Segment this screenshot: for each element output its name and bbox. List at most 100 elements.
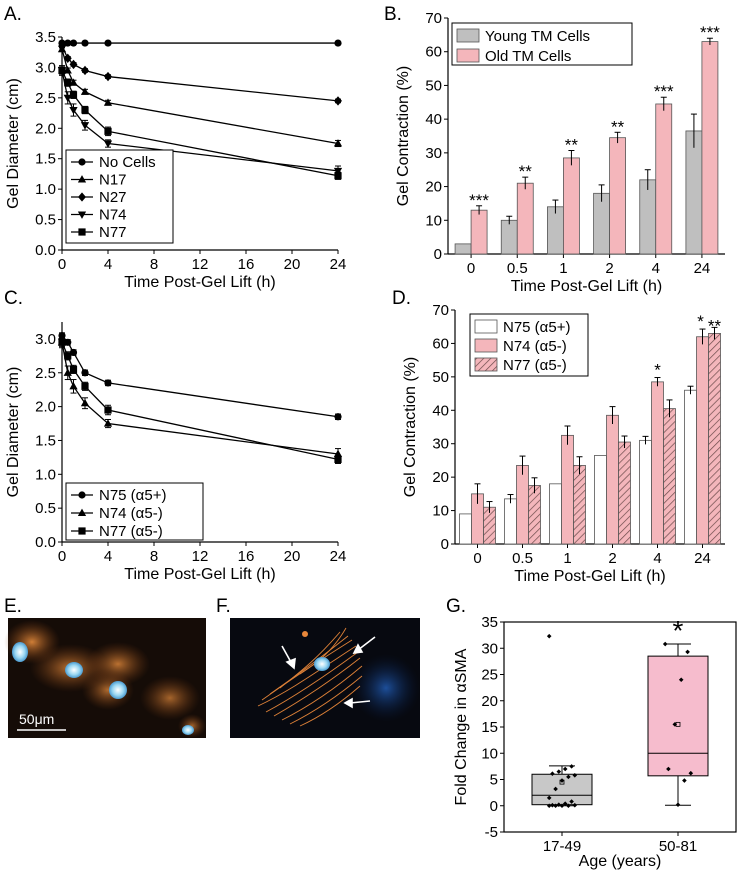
y-tick-label: 30 xyxy=(432,436,449,453)
x-tick-label: 4 xyxy=(653,550,661,567)
data-point xyxy=(69,78,78,86)
bar xyxy=(573,465,586,545)
legend: N75 (α5+)N74 (α5-)N77 (α5-) xyxy=(65,482,204,541)
x-tick-label: 4 xyxy=(652,260,660,277)
bar xyxy=(655,103,673,255)
significance-label: *** xyxy=(654,82,674,101)
x-tick-label: 12 xyxy=(192,548,209,565)
bar xyxy=(618,441,631,545)
significance-label: * xyxy=(673,615,684,646)
x-tick-label: 50-81 xyxy=(659,838,697,855)
panel-label-f: F. xyxy=(216,596,231,617)
bar xyxy=(663,408,676,545)
x-axis-title: Time Post-Gel Lift (h) xyxy=(124,274,275,291)
data-point xyxy=(104,39,112,47)
y-tick-label: 10 xyxy=(425,212,442,229)
series-n77-5- xyxy=(58,337,342,464)
y-tick-label: 40 xyxy=(425,111,442,128)
bar xyxy=(547,206,564,255)
x-tick-label: 4 xyxy=(104,548,112,565)
data-point xyxy=(58,338,66,346)
x-tick-label: 24 xyxy=(694,260,711,277)
x-tick-label: 12 xyxy=(192,256,209,273)
data-point xyxy=(81,39,89,47)
data-point xyxy=(80,398,90,407)
chart-g: -5 0 5 10 15 20 25 30 35 17-49 50-81 * Age (years) Fo… xyxy=(453,614,737,870)
y-tick-label: 2.0 xyxy=(35,399,56,416)
data-point xyxy=(559,803,565,809)
y-tick-label: -5 xyxy=(485,824,498,841)
data-point xyxy=(69,39,78,47)
y-tick-label: 60 xyxy=(432,335,449,352)
x-tick-label: 2 xyxy=(608,550,616,567)
data-point xyxy=(58,66,66,75)
micrograph-e: 50μm xyxy=(4,618,206,738)
data-point xyxy=(81,65,89,76)
legend-marker xyxy=(77,508,87,517)
bar xyxy=(639,179,657,255)
data-point xyxy=(546,795,552,801)
data-point xyxy=(333,167,343,176)
data-point xyxy=(103,419,113,427)
data-point xyxy=(64,352,72,360)
legend: N75 (α5+)N74 (α5-)N77 (α5-) xyxy=(469,313,589,377)
y-tick-label: 0 xyxy=(441,536,449,553)
legend-label: N17 xyxy=(99,172,127,189)
legend-label: Young TM Cells xyxy=(485,28,590,45)
bar xyxy=(561,434,574,545)
bar xyxy=(701,41,719,255)
panel-label-e: E. xyxy=(4,596,22,617)
bar xyxy=(516,182,534,255)
legend-label: N77 xyxy=(99,224,127,241)
series-no-cells xyxy=(58,39,342,47)
y-tick-label: 40 xyxy=(432,402,449,419)
data-point xyxy=(546,803,552,809)
x-tick-label: 4 xyxy=(104,256,112,273)
data-point xyxy=(562,766,568,772)
data-point xyxy=(666,766,671,772)
data-point xyxy=(104,71,112,82)
bar xyxy=(454,243,472,255)
y-tick-label: 0.5 xyxy=(35,500,56,517)
data-point xyxy=(553,803,558,809)
y-tick-label: 15 xyxy=(481,719,498,736)
data-point xyxy=(80,122,90,130)
y-tick-label: 0.0 xyxy=(35,242,56,259)
scale-bar-label: 50μm xyxy=(19,711,54,727)
y-tick-label: 25 xyxy=(481,667,498,684)
bar xyxy=(470,209,488,255)
box-17-49 xyxy=(531,633,593,809)
x-tick-label: 0.5 xyxy=(507,260,528,277)
data-point xyxy=(64,39,72,47)
data-point xyxy=(675,802,681,807)
data-point xyxy=(682,778,687,783)
series-n77 xyxy=(58,66,342,180)
chart-a: 0.0 0.5 1.0 1.5 2.0 2.5 3.0 3.5 0 4 8 12 16 20 24 Time … xyxy=(5,29,346,291)
y-tick-label: 60 xyxy=(425,44,442,61)
y-tick-label: 30 xyxy=(425,145,442,162)
data-point xyxy=(333,139,343,147)
y-tick-label: 10 xyxy=(432,503,449,520)
bar xyxy=(593,192,610,255)
micrograph-e-cells xyxy=(4,620,206,738)
x-axis-title: Time Post-Gel Lift (h) xyxy=(514,568,665,585)
legend-marker xyxy=(77,175,87,183)
y-tick-label: 50 xyxy=(432,369,449,386)
series-n75-5- xyxy=(58,331,342,421)
bar xyxy=(516,465,529,545)
chart-c: 0.0 0.5 1.0 1.5 2.0 2.5 3.0 0 4 8 12 16 20 24 Time Pos… xyxy=(5,322,346,583)
bar xyxy=(549,483,562,545)
series-line xyxy=(61,342,339,461)
panel-label-d: D. xyxy=(392,288,411,309)
x-tick-label: 17-49 xyxy=(543,838,581,855)
significance-label: *** xyxy=(469,191,489,210)
data-point xyxy=(80,87,90,95)
data-point xyxy=(566,803,571,809)
x-tick-label: 16 xyxy=(238,548,255,565)
data-point xyxy=(63,368,72,376)
legend-marker xyxy=(78,228,86,236)
